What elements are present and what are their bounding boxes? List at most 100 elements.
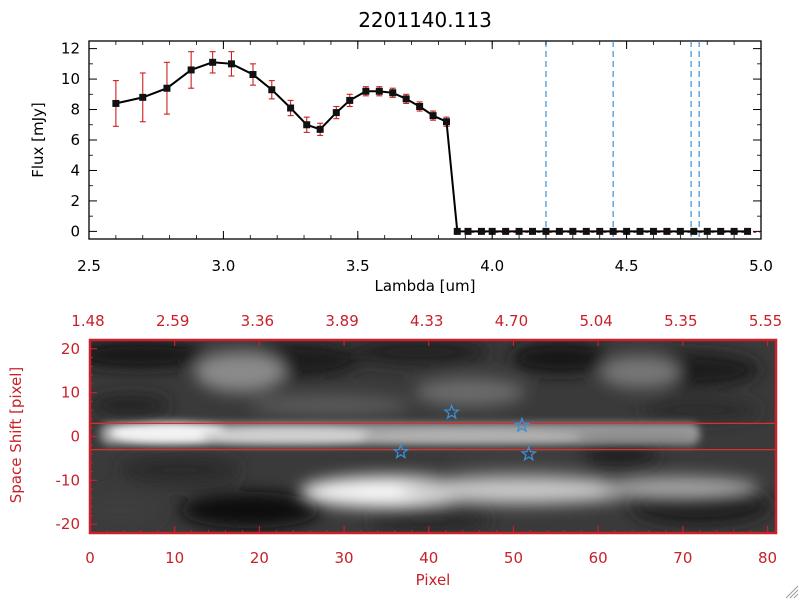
- y-tick-label-2: 4: [70, 161, 80, 179]
- data-point-42: [744, 227, 752, 235]
- data-point-21: [464, 227, 472, 235]
- data-point-31: [596, 227, 604, 235]
- pixel-axis-ticks: 0 10 20 30 40 50 60 70 80: [85, 526, 777, 567]
- x-axis-ticks: 2.5 3.0 3.5 4.0 4.5 5.0: [77, 41, 773, 275]
- data-point-10: [316, 125, 324, 133]
- data-point-14: [375, 87, 383, 95]
- y-tick-label-0: 0: [70, 222, 80, 240]
- data-point-22: [477, 227, 485, 235]
- star-markers: [392, 403, 538, 462]
- data-point-20: [453, 227, 461, 235]
- data-point-0: [112, 99, 120, 107]
- flux-series-markers: [112, 58, 752, 235]
- wavelength-tick-label-1: 2.59: [156, 312, 189, 330]
- y-tick-label-3: 6: [70, 131, 80, 149]
- data-point-1: [139, 93, 147, 101]
- star-marker-0: [443, 403, 461, 420]
- data-point-26: [529, 227, 537, 235]
- x-tick-label-2: 3.5: [346, 257, 370, 275]
- spatial-intensity-image: [90, 340, 776, 533]
- x-tick-label-3: 4.0: [480, 257, 504, 275]
- data-point-15: [389, 89, 397, 97]
- spatial-image-panel: 0 10 20 30 40 50 60 70 80 1.48 2.59 3.36 3.89 4.33 4.…: [7, 312, 782, 589]
- reference-lines: [545, 41, 700, 239]
- y-tick-label-5: 10: [61, 70, 80, 88]
- wavelength-tick-label-2: 3.36: [241, 312, 274, 330]
- shift-tick-label-3: 10: [61, 384, 80, 402]
- wavelength-tick-label-8: 5.55: [749, 312, 782, 330]
- y-axis-label: Flux [mJy]: [29, 102, 47, 178]
- pixel-tick-label-0: 0: [85, 549, 95, 567]
- pixel-tick-label-1: 10: [165, 549, 184, 567]
- shift-tick-label-4: 20: [61, 340, 80, 358]
- data-point-11: [332, 109, 340, 117]
- data-point-13: [362, 87, 370, 95]
- wavelength-tick-label-7: 5.35: [664, 312, 697, 330]
- data-point-17: [416, 102, 424, 110]
- y-tick-label-6: 12: [61, 40, 80, 58]
- pixel-axis-label: Pixel: [416, 571, 451, 589]
- data-point-35: [649, 227, 657, 235]
- data-point-2: [163, 84, 171, 92]
- wavelength-tick-label-3: 3.89: [325, 312, 358, 330]
- data-point-37: [676, 227, 684, 235]
- data-point-29: [569, 227, 577, 235]
- space-shift-axis-label: Space Shift [pixel]: [7, 367, 25, 504]
- x-tick-label-4: 4.5: [615, 257, 639, 275]
- wavelength-tick-label-6: 5.04: [579, 312, 612, 330]
- wavelength-tick-label-0: 1.48: [71, 312, 104, 330]
- data-point-9: [303, 121, 311, 129]
- data-point-7: [268, 86, 276, 94]
- pixel-tick-label-4: 40: [419, 549, 438, 567]
- shift-tick-label-0: -20: [56, 515, 81, 533]
- wavelength-tick-label-5: 4.70: [495, 312, 528, 330]
- pixel-tick-label-2: 20: [250, 549, 269, 567]
- y-axis-ticks: 0 2 4 6 8 10 12: [61, 40, 761, 240]
- x-axis-label: Lambda [um]: [375, 277, 476, 295]
- data-point-30: [582, 227, 590, 235]
- data-point-8: [287, 104, 295, 112]
- pixel-tick-label-7: 70: [673, 549, 692, 567]
- aperture-lines: [90, 422, 776, 451]
- data-point-4: [209, 58, 217, 66]
- error-bars: [112, 51, 760, 233]
- wavelength-top-axis-ticks: 1.48 2.59 3.36 3.89 4.33 4.70 5.04 5.35 5.55: [71, 312, 782, 346]
- data-point-32: [609, 227, 617, 235]
- x-tick-label-1: 3.0: [211, 257, 235, 275]
- chart-title: 2201140.113: [358, 8, 492, 32]
- data-point-28: [555, 227, 563, 235]
- star-marker-2: [392, 443, 410, 459]
- resize-grip[interactable]: [785, 585, 799, 599]
- flux-series-line: [115, 61, 748, 233]
- data-point-5: [227, 60, 235, 68]
- x-tick-label-5: 5.0: [749, 257, 773, 275]
- spectrum-chart: 2201140.113 2.5 3.0 3.5 4.0 4.5 5.0 0 2 4 6 8 10 12…: [29, 8, 773, 295]
- pixel-tick-label-5: 50: [504, 549, 523, 567]
- pixel-tick-label-3: 30: [335, 549, 354, 567]
- data-point-39: [703, 227, 711, 235]
- data-point-24: [502, 227, 510, 235]
- shift-tick-label-2: 0: [70, 428, 80, 446]
- data-point-34: [636, 227, 644, 235]
- data-point-27: [542, 227, 550, 235]
- star-marker-1: [513, 416, 531, 433]
- data-point-38: [690, 227, 698, 235]
- data-point-12: [346, 96, 354, 104]
- data-point-25: [515, 227, 523, 235]
- y-tick-label-4: 8: [70, 101, 80, 119]
- shift-tick-label-1: -10: [56, 471, 81, 489]
- data-point-18: [429, 112, 437, 120]
- pixel-tick-label-8: 80: [758, 549, 777, 567]
- data-point-36: [663, 227, 671, 235]
- wavelength-tick-label-4: 4.33: [410, 312, 443, 330]
- data-point-19: [443, 118, 451, 126]
- data-point-41: [730, 227, 738, 235]
- pixel-tick-label-6: 60: [589, 549, 608, 567]
- data-point-16: [402, 95, 410, 103]
- space-shift-axis-ticks: -20 -10 0 10 20: [56, 340, 97, 533]
- data-point-40: [717, 227, 725, 235]
- y-tick-label-1: 2: [70, 192, 80, 210]
- x-tick-label-0: 2.5: [77, 257, 101, 275]
- data-point-3: [187, 66, 195, 74]
